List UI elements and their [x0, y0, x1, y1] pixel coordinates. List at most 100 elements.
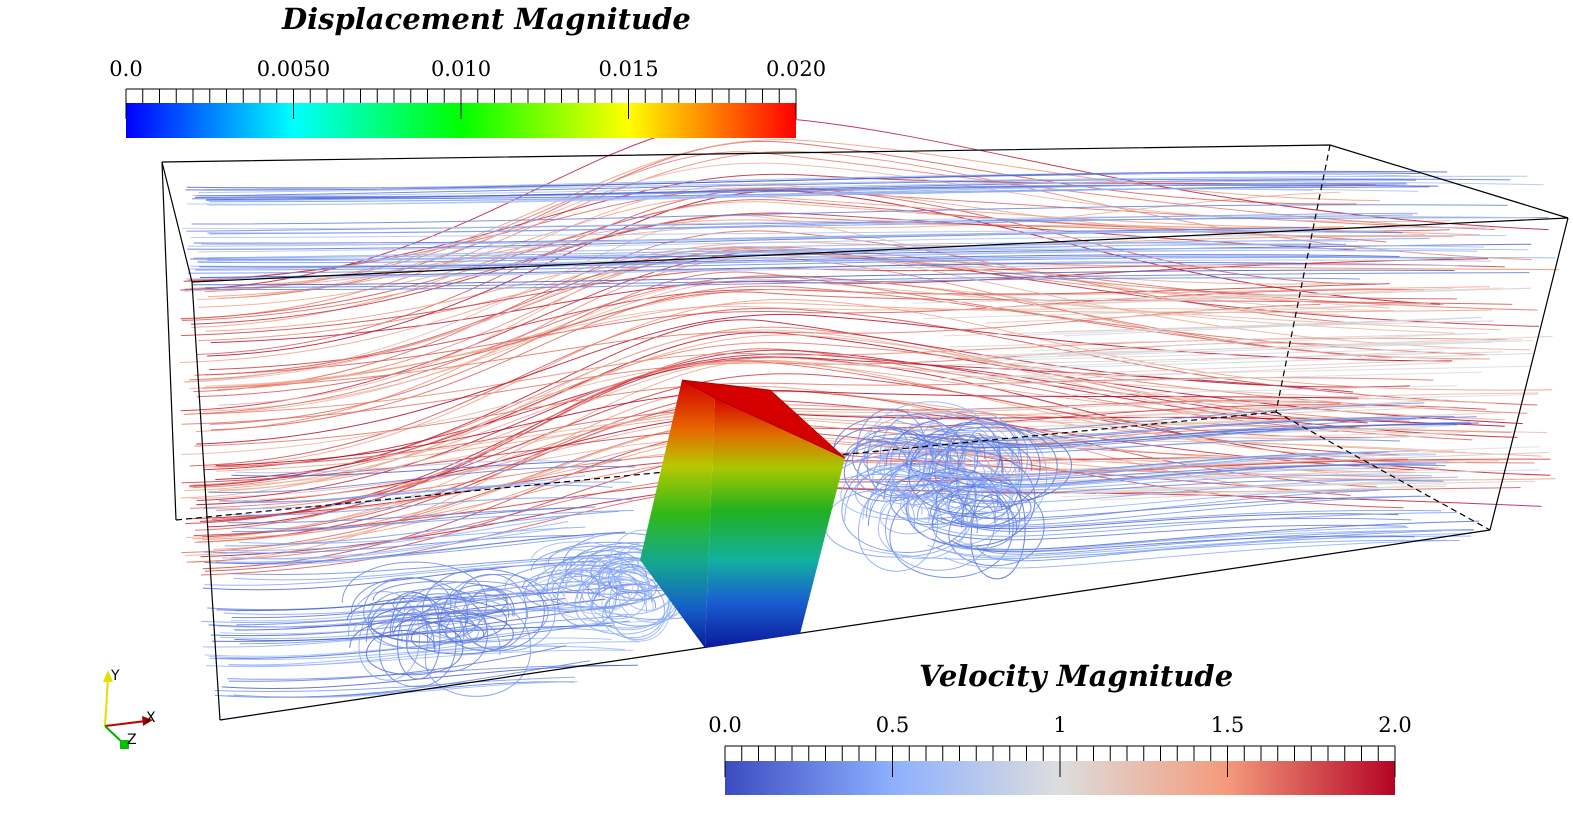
streamline — [900, 431, 1468, 446]
streamline — [928, 524, 1407, 541]
streamline — [197, 400, 1415, 543]
streamline — [562, 532, 688, 601]
streamline — [928, 495, 1431, 520]
streamline — [391, 593, 488, 673]
streamline — [231, 526, 568, 560]
streamline — [184, 215, 1394, 382]
y-axis-arrow — [103, 670, 113, 682]
streamline — [208, 182, 1327, 202]
streamline — [1066, 362, 1450, 380]
y-axis-line — [104, 677, 109, 727]
streamline — [183, 173, 1377, 282]
streamline — [217, 607, 617, 628]
streamline — [220, 605, 584, 635]
streamline — [207, 356, 1551, 528]
streamline — [916, 393, 1538, 412]
streamline — [551, 556, 634, 615]
streamline — [910, 426, 1072, 503]
streamlines — [180, 117, 1559, 699]
streamline — [970, 528, 1474, 555]
streamline — [227, 664, 621, 680]
streamline — [933, 479, 1444, 494]
streamline — [210, 285, 1392, 431]
streamline — [941, 527, 1409, 552]
streamline — [530, 541, 623, 583]
streamline — [233, 481, 632, 504]
streamline — [454, 573, 527, 650]
streamline — [941, 365, 1532, 380]
streamline — [184, 277, 1361, 291]
streamline — [197, 247, 1529, 262]
streamline — [189, 307, 1538, 467]
streamline — [238, 526, 586, 545]
streamline — [994, 347, 1462, 361]
streamline — [411, 595, 481, 639]
x-axis-label: X — [146, 710, 156, 726]
streamline — [931, 483, 1045, 567]
velocity-tick-label: 1 — [1053, 713, 1067, 737]
streamline — [389, 592, 441, 680]
streamline — [188, 256, 1556, 270]
streamline — [215, 535, 595, 563]
streamline — [201, 231, 1325, 246]
y-axis-label: Y — [111, 668, 120, 684]
streamline — [591, 579, 665, 639]
displacement-tick-label: 0.010 — [430, 57, 492, 81]
velocity-tick-label: 0.0 — [708, 713, 742, 737]
velocity-tick-label: 2.0 — [1378, 713, 1412, 737]
streamline — [930, 512, 1457, 537]
streamline — [198, 254, 1559, 342]
streamline — [406, 598, 532, 697]
streamline — [204, 172, 1410, 191]
streamline — [199, 264, 1459, 279]
streamline — [233, 557, 609, 581]
streamline — [346, 597, 508, 643]
velocity-tick-label: 1.5 — [1210, 713, 1245, 737]
streamline — [1073, 451, 1550, 470]
streamline — [208, 466, 636, 493]
streamline — [195, 179, 1417, 199]
streamline — [202, 561, 598, 591]
z-axis-arrow — [120, 740, 129, 749]
streamline — [875, 416, 1477, 448]
streamline — [546, 555, 618, 627]
streamline — [944, 539, 1448, 569]
x-axis-arrow — [142, 716, 153, 726]
streamline — [218, 357, 1505, 491]
velocity-tick-label: 0.5 — [875, 713, 910, 737]
streamline — [191, 204, 1508, 225]
streamline — [226, 514, 574, 552]
streamline — [1019, 287, 1453, 307]
streamline — [504, 564, 639, 611]
streamline — [199, 254, 1400, 268]
streamline — [185, 170, 1448, 191]
streamline — [232, 497, 633, 516]
streamline — [200, 262, 1305, 278]
streamline — [206, 240, 1358, 262]
streamline — [207, 190, 1440, 357]
streamline — [183, 246, 1390, 383]
streamline — [891, 417, 1417, 441]
streamline — [608, 529, 679, 611]
streamline — [950, 535, 1415, 553]
streamline — [844, 468, 939, 572]
streamline — [1052, 320, 1494, 333]
streamline — [980, 350, 1444, 370]
streamline — [365, 595, 457, 688]
streamline — [912, 289, 1475, 304]
streamline — [196, 313, 1453, 445]
streamline — [224, 510, 620, 547]
streamline — [879, 413, 951, 499]
streamline — [865, 463, 996, 571]
displacement-tick-label: 0.015 — [598, 57, 659, 81]
streamline — [204, 272, 1530, 289]
streamline — [933, 425, 1450, 445]
streamline — [349, 619, 464, 676]
streamline — [203, 535, 579, 554]
streamline — [894, 402, 1425, 432]
streamline — [966, 474, 1432, 491]
streamline — [890, 476, 1459, 505]
z-axis-label: Z — [127, 732, 137, 748]
streamline — [949, 333, 1475, 348]
